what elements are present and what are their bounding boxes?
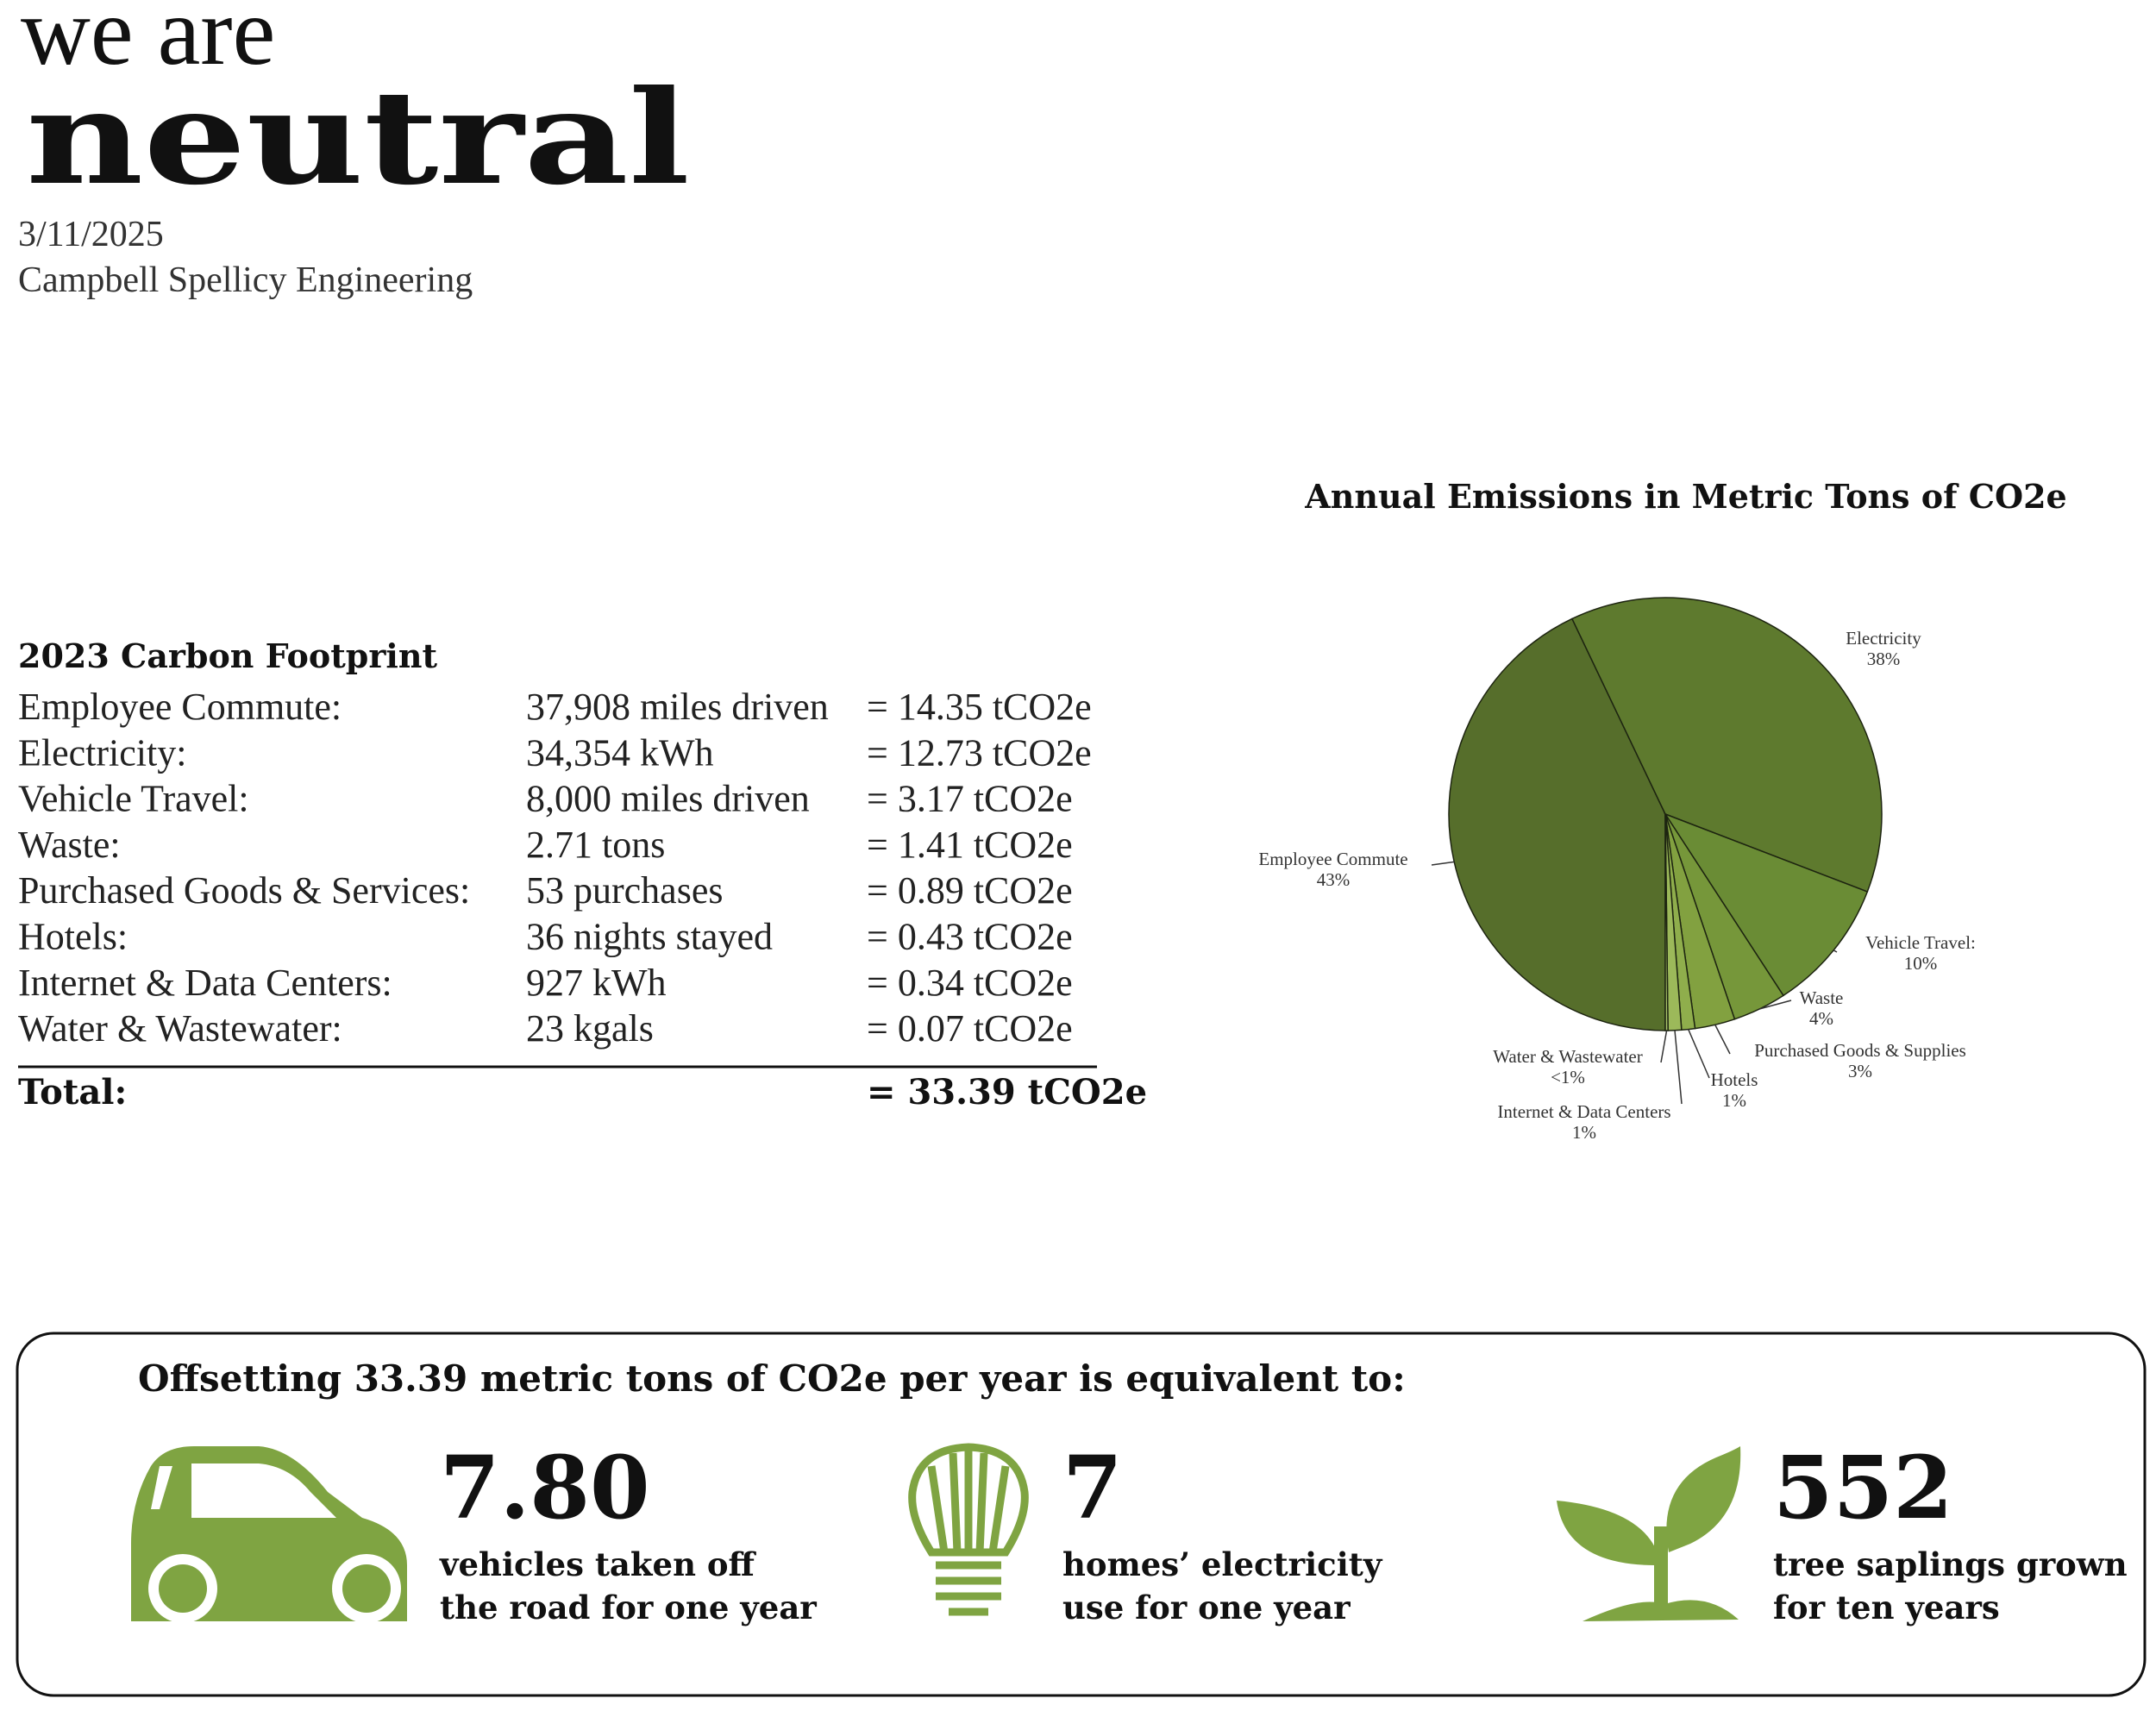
row-label: Waste:	[18, 824, 121, 866]
leader-line	[1714, 1024, 1731, 1055]
pie-slice	[1448, 617, 1666, 1031]
equivalents: 7.80 vehicles taken off the road for one y…	[439, 1437, 2128, 1626]
footprint-title: 2023 Carbon Footprint	[18, 636, 437, 675]
pie-slice	[1570, 597, 1883, 893]
equivalent-text: use for one year	[1062, 1589, 1351, 1626]
row-label: Internet & Data Centers:	[18, 962, 392, 1004]
row-amount: 23 kgals	[526, 1007, 654, 1050]
date: 3/11/2025	[18, 215, 164, 254]
slice-value-label: 43%	[1317, 869, 1351, 890]
row-label: Employee Commute:	[18, 686, 342, 728]
slice-value-label: <1%	[1551, 1067, 1585, 1087]
equivalent-text: tree saplings grown	[1773, 1545, 2128, 1583]
equivalent-text: homes’ electricity	[1062, 1545, 1383, 1583]
slice-label: Waste	[1800, 987, 1844, 1008]
company: Campbell Spellicy Engineering	[18, 260, 473, 300]
row-emission: = 0.43 tCO2e	[867, 916, 1073, 958]
slice-value-label: 38%	[1867, 649, 1901, 669]
leader-line	[1833, 950, 1838, 953]
row-amount: 927 kWh	[526, 962, 667, 1004]
logo-top: we are	[21, 0, 275, 85]
leader-line	[1660, 1030, 1668, 1063]
slice-label: Employee Commute	[1258, 849, 1407, 869]
equivalent-number: 7.80	[440, 1437, 650, 1539]
row-emission: = 0.34 tCO2e	[867, 962, 1073, 1004]
row-amount: 34,354 kWh	[526, 731, 714, 774]
equivalents-title: Offsetting 33.39 metric tons of CO2e per…	[138, 1357, 1406, 1400]
total-value: = 33.39 tCO2e	[867, 1072, 1147, 1112]
row-emission: = 14.35 tCO2e	[867, 686, 1092, 728]
pie-slice	[1664, 813, 1669, 1031]
slice-value-label: 4%	[1809, 1008, 1833, 1029]
equivalent-number: 7	[1062, 1437, 1123, 1539]
bulb-icon	[908, 1443, 1029, 1616]
slice-label: Water & Wastewater	[1493, 1046, 1643, 1067]
row-emission: = 3.17 tCO2e	[867, 778, 1073, 820]
equivalents-box	[16, 1332, 2147, 1697]
equivalent-text: vehicles taken off	[439, 1545, 757, 1583]
slice-value-label: 3%	[1848, 1061, 1872, 1081]
row-emission: = 1.41 tCO2e	[867, 824, 1073, 866]
row-emission: = 0.07 tCO2e	[867, 1007, 1073, 1050]
row-label: Purchased Goods & Services:	[18, 869, 470, 912]
slice-label: Purchased Goods & Supplies	[1754, 1040, 1966, 1061]
slice-value-label: 1%	[1722, 1090, 1746, 1111]
leader-line	[1431, 861, 1455, 866]
slice-label: Vehicle Travel:	[1865, 932, 1976, 953]
leader-line	[1688, 1029, 1710, 1079]
slice-label: Hotels	[1711, 1069, 1758, 1090]
slice-label: Internet & Data Centers	[1497, 1101, 1670, 1122]
row-amount: 2.71 tons	[526, 824, 665, 866]
slice-value-label: 1%	[1572, 1122, 1596, 1143]
row-label: Hotels:	[18, 916, 128, 958]
pie-slice	[1664, 812, 1869, 997]
logo-bottom: neutral	[26, 62, 690, 214]
slice-label: Electricity	[1846, 628, 1921, 649]
total-label: Total:	[18, 1072, 127, 1112]
row-emission: = 0.89 tCO2e	[867, 869, 1073, 912]
leader-line	[1759, 1000, 1792, 1010]
row-amount: 8,000 miles driven	[526, 778, 810, 820]
slice-value-label: 10%	[1904, 953, 1938, 974]
row-emission: = 12.73 tCO2e	[867, 731, 1092, 774]
row-amount: 36 nights stayed	[526, 916, 773, 958]
equivalent-text: for ten years	[1773, 1589, 2000, 1626]
car-icon	[131, 1446, 407, 1623]
row-label: Water & Wastewater:	[18, 1007, 342, 1050]
row-label: Electricity:	[18, 731, 186, 774]
row-label: Vehicle Travel:	[18, 778, 249, 820]
footprint-rows: Employee Commute: 37,908 miles driven = 14…	[18, 686, 1092, 1050]
equivalent-number: 552	[1773, 1437, 1953, 1539]
leader-line	[1674, 1030, 1683, 1105]
row-amount: 37,908 miles driven	[526, 686, 829, 728]
chart-title: Annual Emissions in Metric Tons of CO2e	[1304, 477, 2066, 516]
plant-icon	[1557, 1446, 1741, 1621]
equivalent-text: the road for one year	[440, 1589, 817, 1626]
row-amount: 53 purchases	[526, 869, 724, 912]
